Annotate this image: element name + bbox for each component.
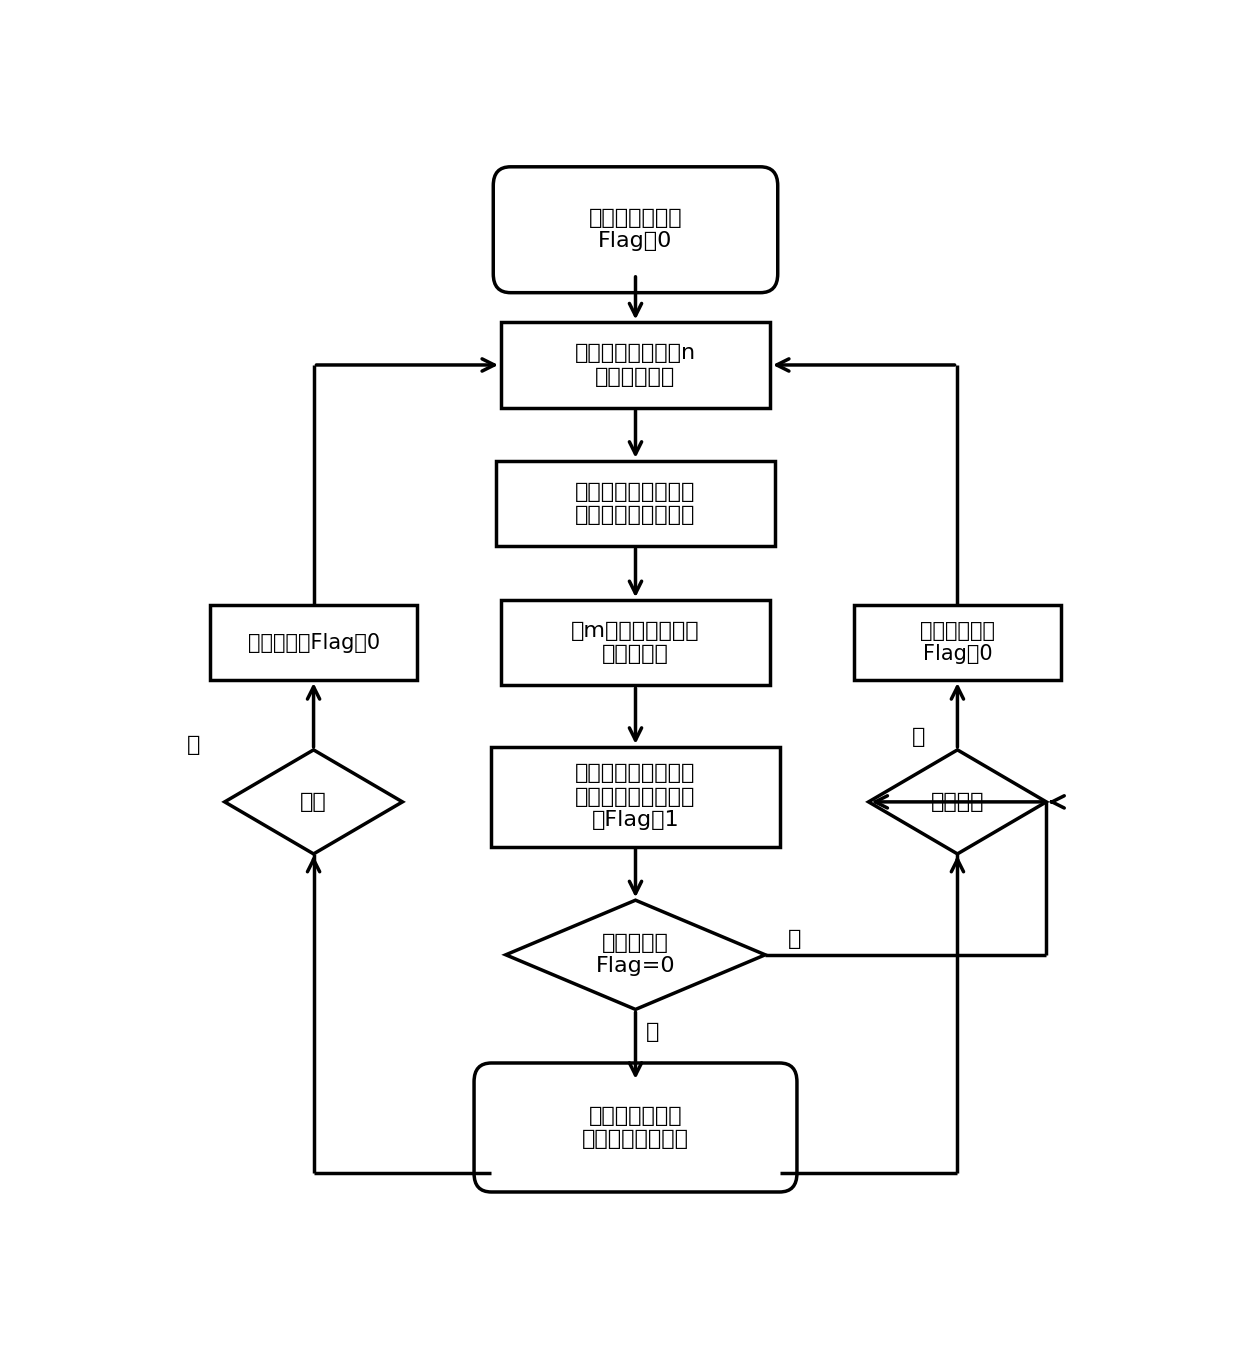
FancyBboxPatch shape (474, 1063, 797, 1192)
Text: 各交流电网Flag置0: 各交流电网Flag置0 (248, 632, 379, 653)
Text: 是: 是 (787, 929, 801, 950)
Text: 负荷突增电网
Flag置0: 负荷突增电网 Flag置0 (920, 621, 994, 665)
Text: 是: 是 (913, 727, 926, 747)
Bar (491, 747, 780, 847)
Text: 功率突增: 功率突增 (931, 792, 985, 812)
Text: 对交流电网，生成n
个有功功率点: 对交流电网，生成n 个有功功率点 (575, 343, 696, 386)
Bar (496, 461, 775, 546)
Text: 否: 否 (646, 1023, 660, 1043)
Text: 生成电压整体偏差最
优曲线，对该交流电
网Flag置1: 生成电压整体偏差最 优曲线，对该交流电 网Flag置1 (575, 763, 696, 830)
Bar (501, 600, 770, 685)
Bar (854, 605, 1060, 680)
Text: 是: 是 (187, 735, 201, 755)
Text: 初始化各交流侧
Flag置0: 初始化各交流侧 Flag置0 (589, 208, 682, 251)
FancyBboxPatch shape (494, 166, 777, 293)
Polygon shape (224, 750, 403, 854)
Text: 用变跨距寻底法对各
有功功率点进行优化: 用变跨距寻底法对各 有功功率点进行优化 (575, 482, 696, 526)
Text: 对m个功率点进行三
次样条插值: 对m个功率点进行三 次样条插值 (572, 621, 699, 665)
Bar (211, 605, 417, 680)
Polygon shape (868, 750, 1047, 854)
Polygon shape (506, 900, 765, 1009)
Bar (501, 323, 770, 408)
Text: 延时: 延时 (300, 792, 327, 812)
Text: 等微增率法求解
各换流器功率输出: 等微增率法求解 各换流器功率输出 (582, 1106, 689, 1150)
Text: 有交流电网
Flag=0: 有交流电网 Flag=0 (595, 934, 676, 977)
